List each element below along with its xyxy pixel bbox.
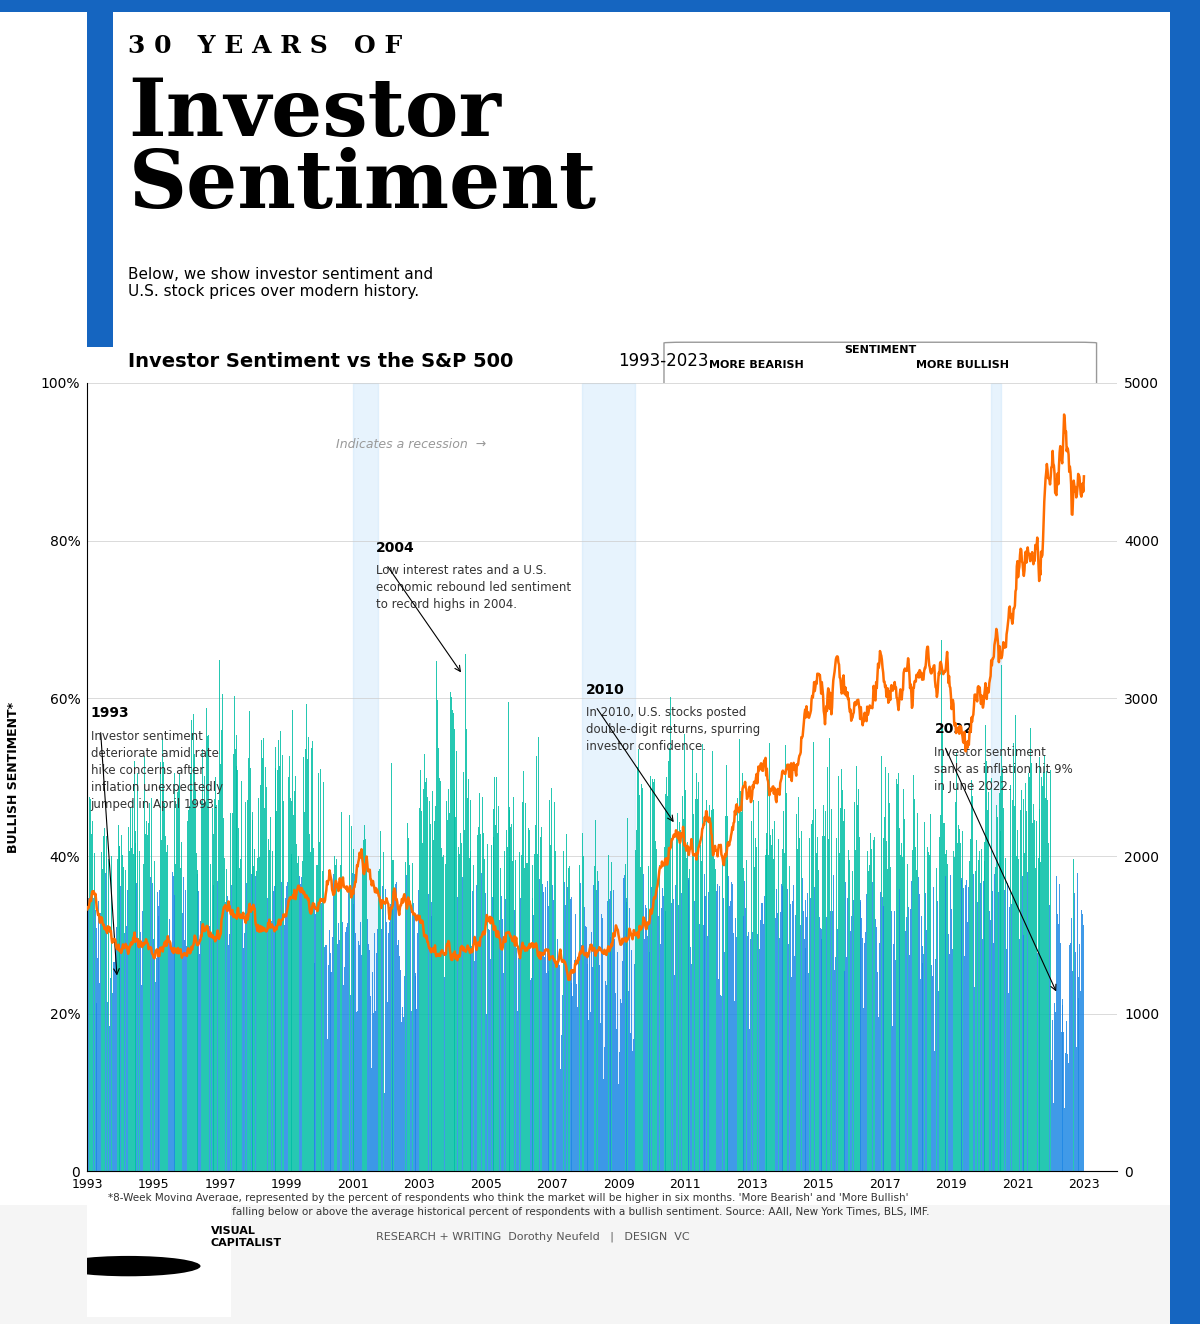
Text: 2022: 2022 [935,722,973,736]
Y-axis label: S&P 500 WEEKLY CLOSE: S&P 500 WEEKLY CLOSE [1180,692,1193,862]
Text: Indicates a recession  →: Indicates a recession → [336,438,487,451]
Text: 2004: 2004 [377,540,415,555]
Y-axis label: BULLISH SENTIMENT*: BULLISH SENTIMENT* [7,702,20,853]
Text: Low interest rates and a U.S.
economic rebound led sentiment
to record highs in : Low interest rates and a U.S. economic r… [377,564,571,612]
Text: MORE BULLISH: MORE BULLISH [916,360,1009,369]
Bar [582,383,636,1172]
Text: 3 0   Y E A R S   O F: 3 0 Y E A R S O F [128,34,403,58]
Text: In 2010, U.S. stocks posted
double-digit returns, spurring
investor confidence.: In 2010, U.S. stocks posted double-digit… [586,706,760,753]
Text: Investor Sentiment vs the S&P 500: Investor Sentiment vs the S&P 500 [128,352,521,371]
Text: Investor sentiment
deteriorate amid rate
hike concerns after
inflation unexpecte: Investor sentiment deteriorate amid rate… [90,730,223,810]
Text: Below, we show investor sentiment and
U.S. stock prices over modern history.: Below, we show investor sentiment and U.… [128,266,433,299]
Bar [88,7,113,347]
Circle shape [710,396,803,400]
Text: RESEARCH + WRITING  Dorothy Neufeld   |   DESIGN  VC: RESEARCH + WRITING Dorothy Neufeld | DES… [376,1231,689,1242]
Bar [353,383,378,1172]
Bar [88,1201,232,1324]
Circle shape [917,396,1009,400]
Text: VISUAL
CAPITALIST: VISUAL CAPITALIST [211,1226,282,1247]
Text: *8-Week Moving Average, represented by the percent of respondents who think the : *8-Week Moving Average, represented by t… [108,1193,929,1217]
FancyBboxPatch shape [664,342,1097,388]
Text: SENTIMENT: SENTIMENT [844,344,917,355]
Text: MORE BEARISH: MORE BEARISH [709,360,804,369]
Text: 2010: 2010 [586,683,624,696]
Circle shape [56,1256,200,1276]
Text: Investor sentiment
sank as inflation hit 9%
in June 2022.: Investor sentiment sank as inflation hit… [935,745,1073,793]
Text: 1993-2023: 1993-2023 [618,352,708,371]
Text: Investor
Sentiment: Investor Sentiment [128,75,596,225]
Text: 1993: 1993 [90,706,130,720]
Bar [991,383,1001,1172]
